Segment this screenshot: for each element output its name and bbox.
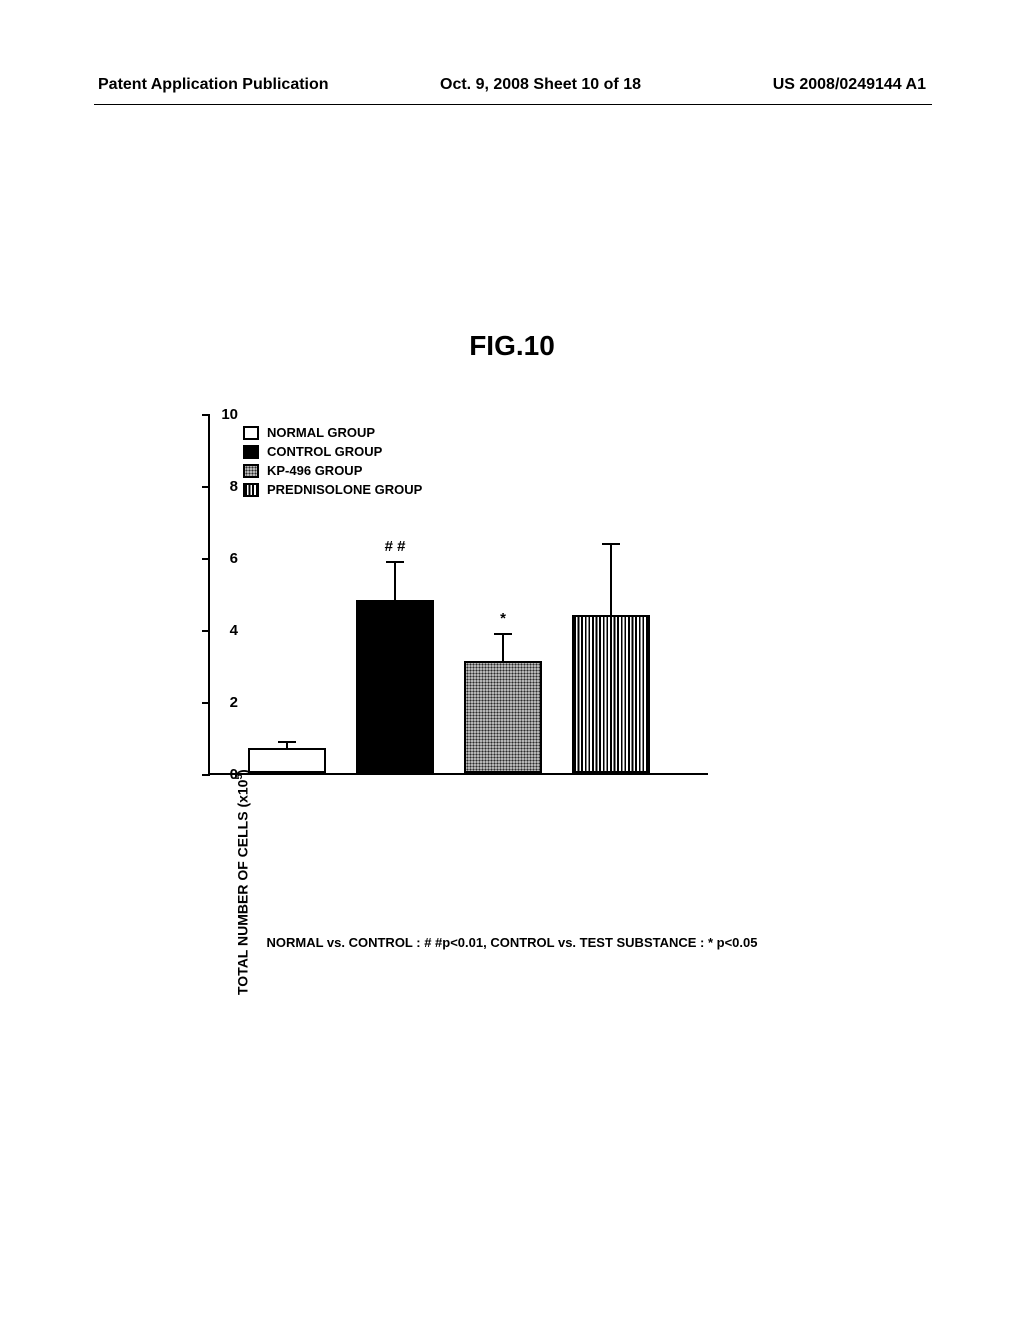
header-patent-number: US 2008/0249144 A1 <box>773 76 926 94</box>
bar <box>572 615 650 773</box>
error-bar <box>494 633 512 662</box>
significance-label: * <box>464 610 542 627</box>
figure-title: FIG.10 <box>0 330 1024 362</box>
significance-footnote: NORMAL vs. CONTROL : # #p<0.01, CONTROL … <box>0 935 1024 950</box>
error-bar <box>278 741 296 748</box>
plot-area: # # * <box>208 415 708 775</box>
error-bar <box>386 561 404 601</box>
y-axis-label-pre: TOTAL NUMBER OF CELLS (x10 <box>235 780 251 995</box>
bar <box>464 661 542 773</box>
header-publication: Patent Application Publication <box>98 76 329 94</box>
header-divider <box>94 104 932 105</box>
error-bar <box>602 543 620 615</box>
bar <box>248 748 326 773</box>
significance-label: # # <box>356 538 434 555</box>
bar <box>356 600 434 773</box>
y-axis-label: TOTAL NUMBER OF CELLS (x105) <box>234 769 251 995</box>
bar-chart: TOTAL NUMBER OF CELLS (x105) 0246810 NOR… <box>148 395 748 815</box>
header-sheet-info: Oct. 9, 2008 Sheet 10 of 18 <box>440 76 641 94</box>
